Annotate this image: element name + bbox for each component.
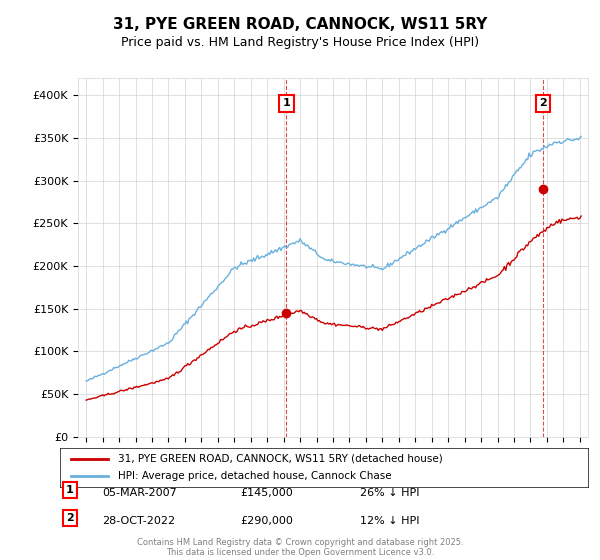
Text: HPI: Average price, detached house, Cannock Chase: HPI: Average price, detached house, Cann… — [118, 471, 392, 481]
Text: 2: 2 — [66, 513, 74, 523]
Text: 28-OCT-2022: 28-OCT-2022 — [102, 516, 175, 526]
Text: £290,000: £290,000 — [240, 516, 293, 526]
Text: 31, PYE GREEN ROAD, CANNOCK, WS11 5RY: 31, PYE GREEN ROAD, CANNOCK, WS11 5RY — [113, 17, 487, 32]
Text: 31, PYE GREEN ROAD, CANNOCK, WS11 5RY (detached house): 31, PYE GREEN ROAD, CANNOCK, WS11 5RY (d… — [118, 454, 443, 464]
Text: 1: 1 — [283, 99, 290, 109]
Text: £145,000: £145,000 — [240, 488, 293, 498]
Text: 12% ↓ HPI: 12% ↓ HPI — [360, 516, 419, 526]
Text: Contains HM Land Registry data © Crown copyright and database right 2025.
This d: Contains HM Land Registry data © Crown c… — [137, 538, 463, 557]
Text: 1: 1 — [66, 485, 74, 495]
Text: 05-MAR-2007: 05-MAR-2007 — [102, 488, 177, 498]
Text: Price paid vs. HM Land Registry's House Price Index (HPI): Price paid vs. HM Land Registry's House … — [121, 36, 479, 49]
Text: 26% ↓ HPI: 26% ↓ HPI — [360, 488, 419, 498]
Text: 2: 2 — [539, 99, 547, 109]
